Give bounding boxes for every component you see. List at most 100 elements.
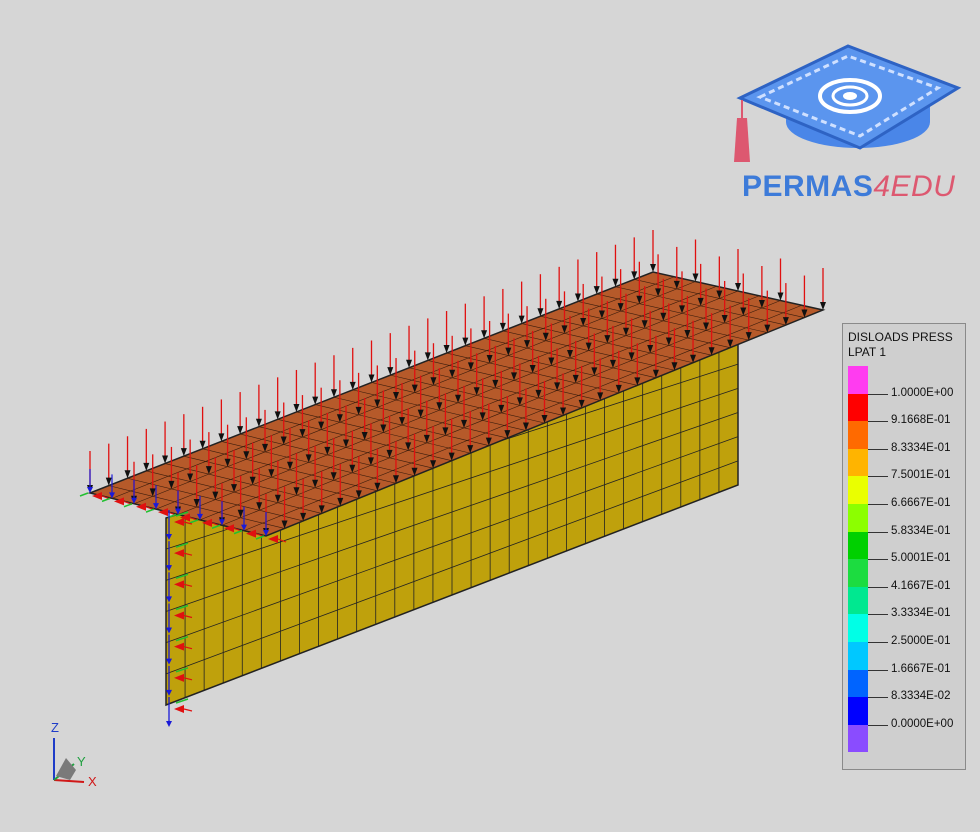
support-arrow-head bbox=[166, 596, 172, 603]
pressure-arrow-head bbox=[343, 439, 349, 448]
pressure-arrow-head bbox=[411, 384, 418, 393]
pressure-arrow-head bbox=[721, 314, 728, 323]
pressure-arrow-head bbox=[641, 320, 648, 329]
pressure-arrow-head bbox=[274, 494, 281, 503]
legend-tick-line bbox=[868, 393, 888, 395]
legend-tick: 8.3334E-01 bbox=[868, 442, 967, 454]
legend-swatch bbox=[848, 476, 868, 504]
pressure-arrow-head bbox=[249, 476, 256, 485]
pressure-arrow-head bbox=[479, 412, 486, 421]
pressure-arrow-head bbox=[187, 473, 194, 482]
pressure-arrow-head bbox=[268, 469, 275, 478]
axis-x-label: X bbox=[88, 774, 97, 789]
support-arrow-head bbox=[158, 508, 168, 517]
pressure-arrow-head bbox=[380, 424, 387, 433]
pressure-arrow-head bbox=[467, 445, 474, 454]
legend-tick-line bbox=[868, 476, 888, 478]
pressure-arrow-head bbox=[393, 392, 400, 401]
web-mesh-line bbox=[165, 460, 739, 675]
support-arrow-head bbox=[174, 705, 184, 713]
pressure-arrow-head bbox=[374, 482, 381, 491]
pressure-arrow-head bbox=[237, 426, 244, 435]
pressure-arrow-head bbox=[505, 347, 512, 356]
pressure-arrow-head bbox=[597, 392, 604, 401]
pressure-arrow-head bbox=[518, 315, 525, 324]
pressure-arrow-head bbox=[368, 374, 375, 383]
pressure-arrow-head bbox=[387, 367, 394, 376]
logo-brand-text: PERMAS bbox=[742, 170, 874, 203]
color-legend: DISLOADS PRESS LPAT 1 1.0000E+00 9.1668E-… bbox=[842, 323, 966, 770]
pressure-arrow-head bbox=[355, 406, 362, 415]
legend-tick: 6.6667E-01 bbox=[868, 497, 967, 509]
pressure-arrow-head bbox=[650, 264, 656, 272]
support-arrow-head bbox=[131, 497, 137, 504]
support-arrow-head bbox=[174, 611, 184, 620]
support-arrow bbox=[175, 511, 189, 517]
pressure-arrow-head bbox=[660, 312, 667, 321]
legend-tick: 1.0000E+00 bbox=[868, 387, 967, 399]
pressure-arrow-head bbox=[212, 491, 219, 500]
legend-swatch bbox=[848, 421, 868, 449]
axis-y-label: Y bbox=[77, 754, 86, 769]
pressure-arrow-head bbox=[492, 379, 499, 388]
support-arrow bbox=[211, 524, 221, 529]
pressure-arrow-head bbox=[578, 399, 585, 408]
legend-title: DISLOADS PRESS LPAT 1 bbox=[848, 330, 953, 360]
pressure-arrow-head bbox=[361, 432, 368, 440]
support-arrow-head bbox=[174, 673, 184, 682]
support-arrow-head bbox=[166, 627, 172, 634]
legend-tick-line bbox=[868, 504, 888, 505]
support-arrow bbox=[183, 677, 193, 681]
support-arrow bbox=[123, 503, 133, 508]
support-arrow bbox=[183, 521, 193, 525]
legend-tick-line bbox=[868, 642, 888, 643]
legend-tick: 8.3334E-02 bbox=[868, 690, 967, 702]
pressure-arrow-head bbox=[554, 382, 561, 391]
support-arrow-head bbox=[202, 518, 212, 527]
support-arrow bbox=[145, 508, 155, 513]
pressure-arrow-head bbox=[406, 359, 413, 368]
legend-tick-label: 2.5000E-01 bbox=[891, 635, 951, 647]
support-arrow bbox=[79, 492, 89, 497]
support-arrow bbox=[175, 573, 189, 580]
pressure-arrow-head bbox=[399, 417, 405, 426]
pressure-arrow-head bbox=[218, 433, 225, 442]
pressure-arrow-head bbox=[708, 347, 715, 356]
support-arrow bbox=[277, 538, 287, 543]
pressure-arrow-head bbox=[679, 305, 685, 314]
support-arrow bbox=[189, 519, 199, 524]
legend-tick-line bbox=[868, 614, 888, 616]
pressure-arrow-head bbox=[448, 452, 455, 461]
pressure-arrow-head bbox=[745, 332, 752, 341]
support-arrow-head bbox=[219, 519, 225, 526]
legend-tick: 7.5001E-01 bbox=[868, 469, 967, 481]
pressure-arrow-head bbox=[617, 303, 624, 312]
legend-tick-label: 5.8334E-01 bbox=[891, 524, 951, 537]
pressure-arrow-head bbox=[299, 429, 306, 438]
pressure-arrow-head bbox=[443, 345, 450, 354]
legend-tick-label: 1.0000E+00 bbox=[891, 386, 954, 399]
pressure-arrow-head bbox=[537, 308, 544, 317]
legend-title-line1: DISLOADS PRESS bbox=[848, 330, 953, 344]
support-arrow bbox=[233, 529, 243, 535]
pressure-arrow-head bbox=[462, 337, 469, 346]
legend-title-line2: LPAT 1 bbox=[848, 345, 887, 359]
support-arrow bbox=[175, 698, 189, 704]
legend-tick-label: 0.0000E+00 bbox=[891, 717, 954, 730]
pressure-arrow-head bbox=[305, 454, 312, 463]
pressure-arrow-head bbox=[556, 300, 563, 309]
support-arrow bbox=[101, 497, 111, 503]
pressure-arrow-head bbox=[735, 283, 741, 291]
support-arrow-head bbox=[174, 642, 184, 651]
pressure-arrow-head bbox=[355, 490, 362, 499]
pressure-arrow-head bbox=[485, 437, 492, 446]
pressure-arrow-head bbox=[634, 377, 641, 386]
pressure-arrow-head bbox=[481, 330, 488, 339]
pressure-arrow-head bbox=[504, 430, 511, 439]
pressure-arrow-head bbox=[671, 362, 678, 371]
pressure-arrow-head bbox=[293, 487, 300, 496]
pressure-arrow-head bbox=[665, 337, 672, 346]
pressure-arrow-head bbox=[522, 422, 529, 431]
web-mesh-line bbox=[165, 436, 739, 644]
